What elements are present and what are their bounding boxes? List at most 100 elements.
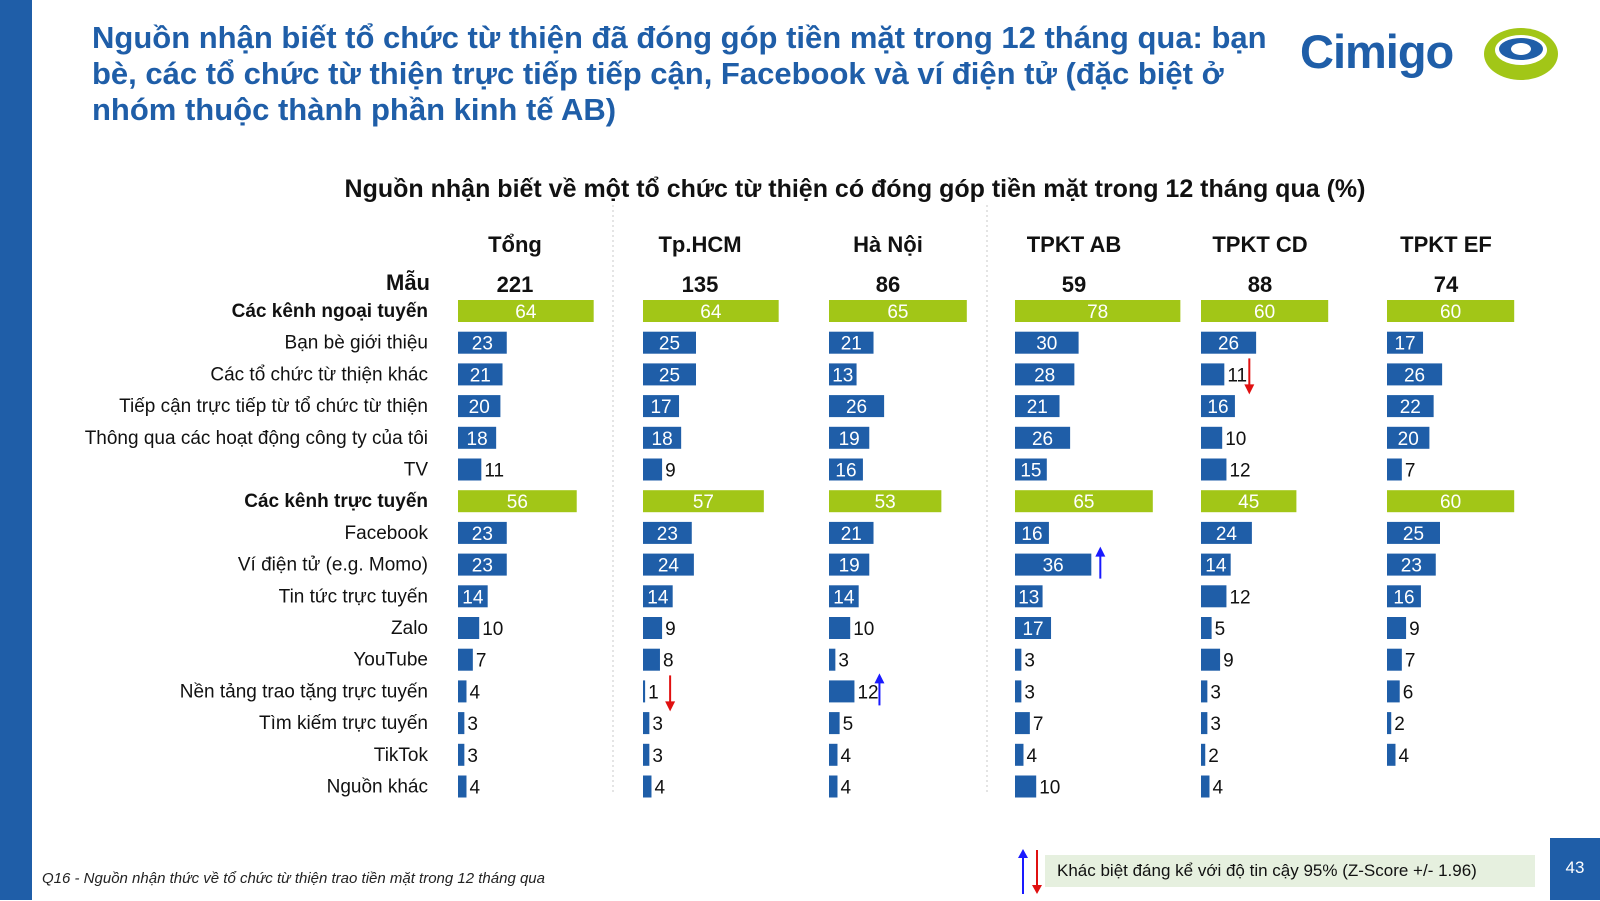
data-label-tp-hcm-thong-qua-cac-hoat-dong-cong-ty-cua-toi: 18 xyxy=(652,429,673,450)
bar-tong-vi-dien-tu-e-g-momo xyxy=(458,553,507,576)
data-label-tpkt-ef-nen-tang-trao-tang-truc-tuyen: 6 xyxy=(1403,682,1414,703)
bar-tpkt-ef-tiktok xyxy=(1387,743,1396,766)
category-label-ban-be-gioi-thieu: Bạn bè giới thiệu xyxy=(285,333,428,354)
data-label-tpkt-cd-thong-qua-cac-hoat-dong-cong-ty-cua-toi: 10 xyxy=(1225,429,1246,450)
bar-ha-noi-ban-be-gioi-thieu xyxy=(829,331,874,354)
data-label-tpkt-ab-thong-qua-cac-hoat-dong-cong-ty-cua-toi: 26 xyxy=(1032,429,1053,450)
bar-tpkt-cd-nguon-khac xyxy=(1201,775,1210,798)
data-label-tpkt-ab-ban-be-gioi-thieu: 30 xyxy=(1036,334,1057,355)
category-label-zalo: Zalo xyxy=(391,618,428,639)
significance-up-arrow-icon-ha-noi xyxy=(874,673,885,684)
bar-tp-hcm-facebook xyxy=(643,521,692,544)
bar-tpkt-cd-nen-tang-trao-tang-truc-tuyen xyxy=(1201,680,1208,703)
data-label-tpkt-ab-vi-dien-tu-e-g-momo: 36 xyxy=(1043,556,1064,577)
data-label-tong-tv: 11 xyxy=(484,461,504,482)
category-label-youtube: YouTube xyxy=(353,650,428,671)
bar-tong-youtube xyxy=(458,648,473,671)
bar-tpkt-ef-tiep-can-truc-tiep-tu-to-chuc-tu-thien xyxy=(1387,395,1434,418)
category-label-tin-tuc-truc-tuyen: Tin tức trực tuyến xyxy=(279,586,428,607)
bar-ha-noi-cac-to-chuc-tu-thien-khac xyxy=(829,363,857,386)
bar-tpkt-ef-cac-kenh-ngoai-tuyen xyxy=(1387,300,1515,322)
bar-tong-tiktok xyxy=(458,743,465,766)
category-label-tiep-can-truc-tiep-tu-to-chuc-tu-thien: Tiếp cận trực tiếp từ tổ chức từ thiện xyxy=(119,396,428,417)
column-header-tpkt-ef: TPKT EF xyxy=(1400,232,1492,257)
bar-ha-noi-tin-tuc-truc-tuyen xyxy=(829,585,859,608)
bar-ha-noi-cac-kenh-truc-tuyen xyxy=(829,490,942,513)
category-label-vi-dien-tu-e-g-momo: Ví điện tử (e.g. Momo) xyxy=(238,555,428,576)
data-label-ha-noi-tiep-can-truc-tiep-tu-to-chuc-tu-thien: 26 xyxy=(846,397,867,418)
data-label-tpkt-ef-cac-kenh-truc-tuyen: 60 xyxy=(1440,492,1461,513)
legend-up-arrow-icon xyxy=(1018,849,1028,894)
sample-size-tpkt-cd: 88 xyxy=(1248,272,1272,297)
legend-text: Khác biệt đáng kể với độ tin cậy 95% (Z-… xyxy=(1057,861,1477,880)
bar-tpkt-ef-thong-qua-cac-hoat-dong-cong-ty-cua-toi xyxy=(1387,426,1430,449)
bar-tpkt-ab-youtube xyxy=(1015,648,1022,671)
bar-tpkt-ab-tin-tuc-truc-tuyen xyxy=(1015,585,1043,608)
data-label-tpkt-ef-facebook: 25 xyxy=(1403,524,1424,545)
slide-title: Nguồn nhận biết tổ chức từ thiện đã đóng… xyxy=(92,20,1267,127)
data-label-tpkt-ef-zalo: 9 xyxy=(1409,619,1420,640)
footnote: Q16 - Nguồn nhận thức về tổ chức từ thiệ… xyxy=(42,870,545,887)
bar-tpkt-ab-vi-dien-tu-e-g-momo xyxy=(1015,553,1092,576)
data-label-ha-noi-vi-dien-tu-e-g-momo: 19 xyxy=(839,556,860,577)
category-label-nguon-khac: Nguồn khác xyxy=(327,777,428,798)
bar-tpkt-ef-zalo xyxy=(1387,617,1407,639)
data-label-tpkt-ab-facebook: 16 xyxy=(1021,524,1042,545)
bar-tpkt-ef-facebook xyxy=(1387,521,1440,544)
bar-ha-noi-tim-kiem-truc-tuyen xyxy=(829,712,840,735)
data-label-tp-hcm-cac-kenh-ngoai-tuyen: 64 xyxy=(700,302,722,323)
data-label-tong-youtube: 7 xyxy=(476,651,487,672)
bar-tpkt-ab-cac-kenh-ngoai-tuyen xyxy=(1015,300,1181,322)
data-label-tong-cac-kenh-truc-tuyen: 56 xyxy=(507,492,528,513)
data-label-ha-noi-facebook: 21 xyxy=(841,524,862,545)
data-label-ha-noi-cac-kenh-ngoai-tuyen: 65 xyxy=(887,302,908,323)
column-header-tp-hcm: Tp.HCM xyxy=(658,232,741,257)
data-label-tpkt-cd-cac-kenh-truc-tuyen: 45 xyxy=(1238,492,1259,513)
bar-ha-noi-vi-dien-tu-e-g-momo xyxy=(829,553,870,576)
data-label-tpkt-cd-cac-to-chuc-tu-thien-khac: 11 xyxy=(1227,365,1247,386)
bar-tpkt-cd-tim-kiem-truc-tuyen xyxy=(1201,712,1208,735)
data-label-tpkt-cd-tin-tuc-truc-tuyen: 12 xyxy=(1229,587,1250,608)
data-label-tpkt-cd-youtube: 9 xyxy=(1223,651,1234,672)
bar-tong-zalo xyxy=(458,617,480,639)
data-label-tpkt-cd-tiktok: 2 xyxy=(1208,746,1219,767)
bar-tpkt-ef-vi-dien-tu-e-g-momo xyxy=(1387,553,1436,576)
data-label-tp-hcm-youtube: 8 xyxy=(663,651,674,672)
bar-tpkt-cd-ban-be-gioi-thieu xyxy=(1201,331,1257,354)
data-label-tong-facebook: 23 xyxy=(472,524,493,545)
data-label-tpkt-cd-tim-kiem-truc-tuyen: 3 xyxy=(1210,714,1221,735)
category-label-tv: TV xyxy=(404,460,429,481)
bar-ha-noi-zalo xyxy=(829,617,851,639)
bar-tong-thong-qua-cac-hoat-dong-cong-ty-cua-toi xyxy=(458,426,497,449)
bar-ha-noi-tv xyxy=(829,458,863,481)
data-label-tpkt-cd-cac-kenh-ngoai-tuyen: 60 xyxy=(1254,302,1275,323)
data-label-ha-noi-ban-be-gioi-thieu: 21 xyxy=(841,334,862,355)
data-label-tpkt-ab-tin-tuc-truc-tuyen: 13 xyxy=(1018,587,1039,608)
data-label-tpkt-ef-tiep-can-truc-tiep-tu-to-chuc-tu-thien: 22 xyxy=(1400,397,1421,418)
data-label-tp-hcm-nguon-khac: 4 xyxy=(654,778,665,799)
bar-tp-hcm-cac-to-chuc-tu-thien-khac xyxy=(643,363,696,386)
data-label-ha-noi-cac-to-chuc-tu-thien-khac: 13 xyxy=(832,365,853,386)
bar-tpkt-cd-youtube xyxy=(1201,648,1221,671)
bar-tpkt-cd-cac-to-chuc-tu-thien-khac xyxy=(1201,363,1225,386)
data-label-ha-noi-tin-tuc-truc-tuyen: 14 xyxy=(833,587,855,608)
bar-ha-noi-youtube xyxy=(829,648,836,671)
bar-ha-noi-nen-tang-trao-tang-truc-tuyen xyxy=(829,680,855,703)
column-header-ha-noi: Hà Nội xyxy=(853,232,923,257)
data-label-tp-hcm-facebook: 23 xyxy=(657,524,678,545)
column-header-tpkt-cd: TPKT CD xyxy=(1212,232,1307,257)
category-label-facebook: Facebook xyxy=(345,523,429,544)
data-label-tpkt-ef-thong-qua-cac-hoat-dong-cong-ty-cua-toi: 20 xyxy=(1398,429,1419,450)
bar-tp-hcm-tiep-can-truc-tiep-tu-to-chuc-tu-thien xyxy=(643,395,680,418)
bar-tpkt-cd-cac-kenh-truc-tuyen xyxy=(1201,490,1297,513)
category-label-tim-kiem-truc-tuyen: Tìm kiếm trực tuyến xyxy=(259,713,428,734)
bar-tong-tiep-can-truc-tiep-tu-to-chuc-tu-thien xyxy=(458,395,501,418)
data-label-tpkt-ef-vi-dien-tu-e-g-momo: 23 xyxy=(1401,556,1422,577)
bar-tpkt-ab-tv xyxy=(1015,458,1047,481)
bar-ha-noi-nguon-khac xyxy=(829,775,838,798)
data-label-tong-cac-kenh-ngoai-tuyen: 64 xyxy=(515,302,537,323)
bar-tpkt-cd-tin-tuc-truc-tuyen xyxy=(1201,585,1227,608)
bar-tong-cac-kenh-ngoai-tuyen xyxy=(458,300,594,322)
legend-arrows xyxy=(1015,848,1045,896)
data-label-tpkt-cd-nen-tang-trao-tang-truc-tuyen: 3 xyxy=(1210,682,1221,703)
